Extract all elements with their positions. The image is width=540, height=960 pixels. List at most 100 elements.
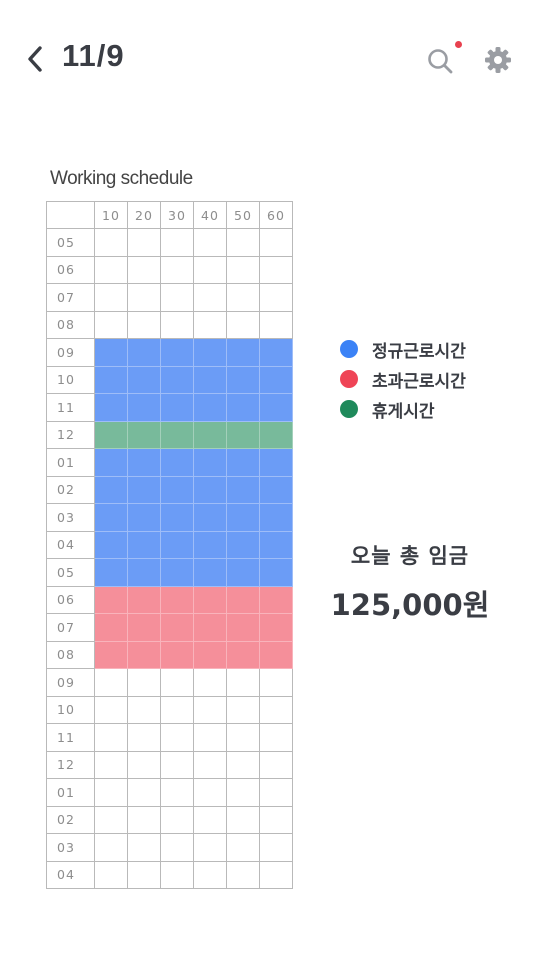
schedule-cell[interactable] bbox=[193, 228, 227, 257]
schedule-cell[interactable] bbox=[226, 668, 260, 697]
schedule-cell[interactable] bbox=[259, 833, 293, 862]
schedule-cell[interactable] bbox=[160, 833, 194, 862]
schedule-cell[interactable] bbox=[94, 228, 128, 257]
schedule-cell[interactable] bbox=[94, 393, 128, 422]
schedule-cell[interactable] bbox=[127, 668, 161, 697]
schedule-cell[interactable] bbox=[160, 338, 194, 367]
schedule-cell[interactable] bbox=[94, 805, 128, 834]
schedule-cell[interactable] bbox=[127, 255, 161, 284]
schedule-cell[interactable] bbox=[160, 585, 194, 614]
schedule-cell[interactable] bbox=[226, 255, 260, 284]
schedule-cell[interactable] bbox=[226, 448, 260, 477]
schedule-cell[interactable] bbox=[127, 695, 161, 724]
schedule-cell[interactable] bbox=[259, 558, 293, 587]
schedule-cell[interactable] bbox=[193, 530, 227, 559]
schedule-cell[interactable] bbox=[226, 393, 260, 422]
schedule-cell[interactable] bbox=[193, 448, 227, 477]
schedule-cell[interactable] bbox=[94, 668, 128, 697]
schedule-cell[interactable] bbox=[94, 860, 128, 889]
schedule-cell[interactable] bbox=[226, 640, 260, 669]
schedule-cell[interactable] bbox=[94, 778, 128, 807]
schedule-cell[interactable] bbox=[94, 585, 128, 614]
schedule-cell[interactable] bbox=[193, 640, 227, 669]
schedule-cell[interactable] bbox=[94, 833, 128, 862]
schedule-cell[interactable] bbox=[193, 283, 227, 312]
schedule-cell[interactable] bbox=[160, 805, 194, 834]
schedule-cell[interactable] bbox=[94, 640, 128, 669]
schedule-cell[interactable] bbox=[193, 365, 227, 394]
schedule-cell[interactable] bbox=[127, 228, 161, 257]
settings-button[interactable] bbox=[482, 44, 514, 76]
schedule-cell[interactable] bbox=[226, 750, 260, 779]
schedule-cell[interactable] bbox=[193, 778, 227, 807]
schedule-cell[interactable] bbox=[259, 640, 293, 669]
schedule-cell[interactable] bbox=[127, 750, 161, 779]
schedule-cell[interactable] bbox=[160, 365, 194, 394]
schedule-cell[interactable] bbox=[127, 448, 161, 477]
schedule-cell[interactable] bbox=[226, 338, 260, 367]
schedule-cell[interactable] bbox=[127, 640, 161, 669]
schedule-cell[interactable] bbox=[259, 448, 293, 477]
schedule-cell[interactable] bbox=[160, 530, 194, 559]
schedule-cell[interactable] bbox=[94, 310, 128, 339]
schedule-cell[interactable] bbox=[226, 833, 260, 862]
schedule-cell[interactable] bbox=[160, 255, 194, 284]
schedule-cell[interactable] bbox=[259, 393, 293, 422]
schedule-cell[interactable] bbox=[259, 283, 293, 312]
schedule-cell[interactable] bbox=[226, 420, 260, 449]
schedule-cell[interactable] bbox=[193, 750, 227, 779]
schedule-cell[interactable] bbox=[127, 860, 161, 889]
schedule-cell[interactable] bbox=[259, 530, 293, 559]
schedule-cell[interactable] bbox=[193, 805, 227, 834]
schedule-cell[interactable] bbox=[259, 365, 293, 394]
schedule-cell[interactable] bbox=[160, 228, 194, 257]
schedule-cell[interactable] bbox=[160, 283, 194, 312]
schedule-cell[interactable] bbox=[226, 503, 260, 532]
schedule-cell[interactable] bbox=[259, 723, 293, 752]
schedule-cell[interactable] bbox=[226, 805, 260, 834]
schedule-cell[interactable] bbox=[193, 338, 227, 367]
schedule-cell[interactable] bbox=[94, 255, 128, 284]
schedule-cell[interactable] bbox=[127, 503, 161, 532]
schedule-cell[interactable] bbox=[160, 640, 194, 669]
schedule-cell[interactable] bbox=[160, 778, 194, 807]
schedule-cell[interactable] bbox=[160, 613, 194, 642]
schedule-cell[interactable] bbox=[94, 365, 128, 394]
schedule-cell[interactable] bbox=[94, 503, 128, 532]
schedule-cell[interactable] bbox=[226, 365, 260, 394]
schedule-cell[interactable] bbox=[127, 365, 161, 394]
schedule-cell[interactable] bbox=[259, 860, 293, 889]
schedule-cell[interactable] bbox=[193, 860, 227, 889]
schedule-cell[interactable] bbox=[193, 420, 227, 449]
schedule-cell[interactable] bbox=[160, 393, 194, 422]
schedule-cell[interactable] bbox=[226, 723, 260, 752]
schedule-cell[interactable] bbox=[193, 393, 227, 422]
schedule-cell[interactable] bbox=[127, 723, 161, 752]
schedule-cell[interactable] bbox=[160, 723, 194, 752]
schedule-cell[interactable] bbox=[94, 475, 128, 504]
schedule-cell[interactable] bbox=[160, 860, 194, 889]
schedule-cell[interactable] bbox=[259, 668, 293, 697]
schedule-cell[interactable] bbox=[226, 860, 260, 889]
schedule-cell[interactable] bbox=[160, 420, 194, 449]
schedule-cell[interactable] bbox=[259, 310, 293, 339]
schedule-cell[interactable] bbox=[259, 805, 293, 834]
schedule-cell[interactable] bbox=[160, 448, 194, 477]
schedule-cell[interactable] bbox=[127, 420, 161, 449]
schedule-cell[interactable] bbox=[94, 530, 128, 559]
search-button[interactable] bbox=[424, 44, 458, 78]
schedule-cell[interactable] bbox=[127, 778, 161, 807]
schedule-cell[interactable] bbox=[226, 283, 260, 312]
schedule-cell[interactable] bbox=[193, 613, 227, 642]
schedule-cell[interactable] bbox=[94, 613, 128, 642]
schedule-cell[interactable] bbox=[127, 475, 161, 504]
schedule-cell[interactable] bbox=[94, 420, 128, 449]
schedule-cell[interactable] bbox=[226, 475, 260, 504]
schedule-cell[interactable] bbox=[259, 585, 293, 614]
schedule-cell[interactable] bbox=[127, 393, 161, 422]
schedule-cell[interactable] bbox=[226, 558, 260, 587]
schedule-cell[interactable] bbox=[259, 778, 293, 807]
schedule-cell[interactable] bbox=[127, 283, 161, 312]
schedule-cell[interactable] bbox=[193, 558, 227, 587]
schedule-cell[interactable] bbox=[193, 310, 227, 339]
